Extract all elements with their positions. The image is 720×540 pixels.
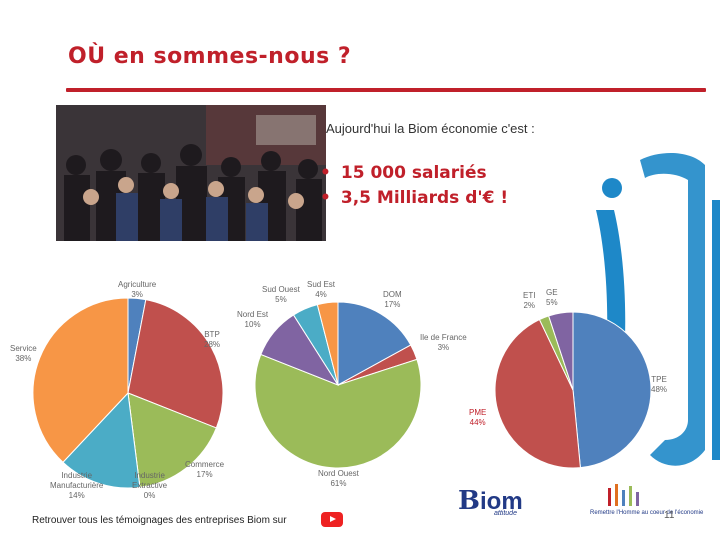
sector-pie-chart bbox=[32, 297, 224, 489]
label-industrie-extractive-pct: 0% bbox=[143, 491, 156, 500]
label-agriculture: Agriculture 3% bbox=[118, 280, 156, 300]
label-btp: BTP 28% bbox=[204, 330, 220, 350]
biom-logo-b: B bbox=[458, 486, 480, 516]
key-figure-revenue: 3,5 Milliards d'€ ! bbox=[320, 188, 508, 208]
label-ge: GE 5% bbox=[546, 288, 558, 308]
slide-title: OÙ en sommes-nous ? bbox=[68, 44, 352, 69]
label-sud-ouest: Sud Ouest 5% bbox=[262, 285, 300, 305]
second-logo-caption: Remettre l'Homme au coeur de l'économie bbox=[590, 510, 704, 516]
label-tpe-pct: 48% bbox=[651, 385, 668, 394]
label-btp-name: BTP bbox=[204, 330, 220, 339]
label-nord-ouest: Nord Ouest 61% bbox=[318, 469, 359, 489]
label-industrie-extractive-name2: Extractive bbox=[132, 481, 168, 490]
event-photo bbox=[56, 105, 326, 241]
region-slice-dom bbox=[337, 301, 412, 386]
label-sud-est-pct: 4% bbox=[315, 290, 327, 299]
label-agriculture-name: Agriculture bbox=[118, 280, 157, 289]
label-service: Service 38% bbox=[10, 344, 37, 364]
label-eti-pct: 2% bbox=[523, 301, 535, 310]
biom-logo: Biom bbox=[458, 486, 523, 516]
company-size-pie-chart bbox=[494, 311, 652, 469]
sector-slice-industrie-manufacturi-re bbox=[62, 391, 141, 489]
label-industrie-manufacturiere-pct: 14% bbox=[68, 491, 85, 500]
label-ile-de-france-pct: 3% bbox=[437, 343, 450, 352]
sector-slice-service bbox=[32, 297, 129, 463]
region-slice-sud-est bbox=[316, 301, 339, 386]
label-industrie-manufacturiere-name1: Industrie bbox=[61, 471, 93, 480]
sector-slice-btp bbox=[127, 299, 224, 429]
label-ile-de-france-name: Ile de France bbox=[420, 333, 467, 342]
label-tpe-name: TPE bbox=[651, 375, 667, 384]
label-dom-name: DOM bbox=[383, 290, 402, 299]
biom-logo-sub: attitude bbox=[494, 510, 517, 517]
page-number: 11 bbox=[664, 510, 675, 521]
label-nord-ouest-pct: 61% bbox=[330, 479, 347, 488]
label-industrie-manufacturiere-name2: Manufacturière bbox=[50, 481, 104, 490]
sector-slice-commerce bbox=[127, 392, 217, 488]
key-figure-employees: 15 000 salariés bbox=[320, 163, 508, 183]
label-sud-est: Sud Est 4% bbox=[307, 280, 335, 300]
bars-icon bbox=[608, 484, 639, 506]
label-tpe: TPE 48% bbox=[651, 375, 667, 395]
crowd-photo-illustration bbox=[56, 105, 326, 241]
label-pme-name: PME bbox=[469, 408, 487, 417]
size-slice-ge bbox=[548, 311, 574, 391]
label-pme: PME 44% bbox=[469, 408, 486, 428]
label-nord-est-pct: 10% bbox=[244, 320, 261, 329]
second-logo: Remettre l'Homme au coeur de l'économie bbox=[590, 480, 703, 520]
label-commerce-pct: 17% bbox=[196, 470, 213, 479]
intro-text: Aujourd'hui la Biom économie c'est : bbox=[326, 121, 535, 136]
label-industrie-manufacturiere: Industrie Manufacturière 14% bbox=[50, 471, 103, 501]
size-slice-tpe bbox=[572, 311, 652, 469]
region-slice-nord-ouest bbox=[254, 353, 422, 469]
label-sud-ouest-name: Sud Ouest bbox=[262, 285, 300, 294]
label-industrie-extractive: Industrie Extractive 0% bbox=[132, 471, 167, 501]
label-nord-ouest-name: Nord Ouest bbox=[318, 469, 359, 478]
title-underline bbox=[66, 88, 706, 92]
label-industrie-extractive-name1: Industrie bbox=[134, 471, 165, 480]
label-service-pct: 38% bbox=[15, 354, 32, 363]
label-ge-pct: 5% bbox=[546, 298, 558, 307]
label-eti-name: ETI bbox=[523, 291, 536, 300]
label-sud-ouest-pct: 5% bbox=[275, 295, 287, 304]
label-commerce: Commerce 17% bbox=[185, 460, 224, 480]
label-dom-pct: 17% bbox=[384, 300, 401, 309]
label-ile-de-france: Ile de France 3% bbox=[420, 333, 467, 353]
label-agriculture-pct: 3% bbox=[131, 290, 143, 299]
label-service-name: Service bbox=[10, 344, 37, 353]
label-btp-pct: 28% bbox=[204, 340, 221, 349]
footer-text: Retrouver tous les témoignages des entre… bbox=[32, 515, 287, 526]
size-slice-pme bbox=[494, 318, 581, 469]
label-sud-est-name: Sud Est bbox=[307, 280, 336, 289]
key-figures-list: 15 000 salariés 3,5 Milliards d'€ ! bbox=[320, 163, 508, 213]
label-pme-pct: 44% bbox=[469, 418, 486, 427]
label-ge-name: GE bbox=[546, 288, 558, 297]
biom-logo-rest: iom bbox=[479, 488, 523, 515]
label-dom: DOM 17% bbox=[383, 290, 402, 310]
label-nord-est: Nord Est 10% bbox=[237, 310, 268, 330]
label-nord-est-name: Nord Est bbox=[237, 310, 269, 319]
label-eti: ETI 2% bbox=[523, 291, 535, 311]
label-commerce-name: Commerce bbox=[185, 460, 225, 469]
region-pie-chart bbox=[254, 301, 422, 469]
youtube-icon[interactable] bbox=[321, 512, 343, 527]
